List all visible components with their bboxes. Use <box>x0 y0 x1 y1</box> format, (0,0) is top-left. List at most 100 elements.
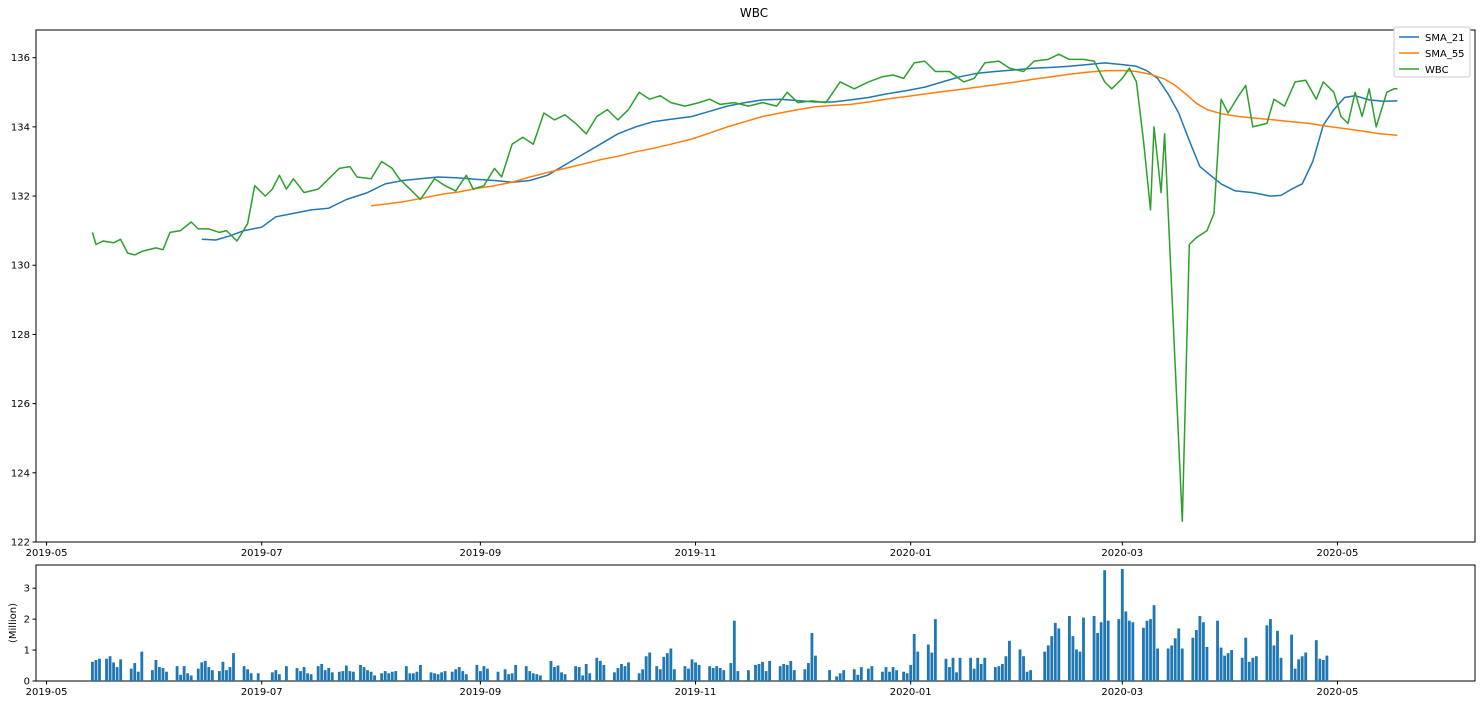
volume-bar <box>757 663 761 681</box>
volume-bar <box>528 671 532 681</box>
volume-bar <box>475 664 479 681</box>
volume-bar <box>711 668 715 681</box>
volume-bar <box>411 673 415 681</box>
volume-bar <box>697 664 701 681</box>
volume-bar <box>549 660 553 681</box>
volume-bar <box>94 659 98 681</box>
volume-y-axis: 0 1 2 3 <box>24 584 36 688</box>
volume-bar <box>299 671 302 681</box>
volume-bar <box>158 667 161 681</box>
volume-bar <box>186 673 190 681</box>
volume-bar <box>718 668 722 681</box>
volume-bar <box>285 666 288 681</box>
volume-bar <box>658 669 662 681</box>
volume-bar <box>588 673 592 681</box>
volume-bar <box>870 666 874 681</box>
volume-bar <box>1106 620 1110 681</box>
volume-bar <box>1318 658 1322 681</box>
volume-bar <box>948 667 951 681</box>
volume-bar <box>1022 656 1025 681</box>
volume-bar <box>1247 661 1251 681</box>
volume-y-axis-label: (Million) <box>8 603 19 643</box>
volume-bar <box>1145 620 1149 681</box>
series-line-wbc <box>91 53 1398 522</box>
price-y-tick-label: 122 <box>11 538 30 549</box>
volume-bar <box>496 671 500 681</box>
volume-bar <box>454 669 458 681</box>
volume-bar <box>359 664 362 681</box>
volume-bar <box>461 671 465 681</box>
volume-bar <box>464 674 468 681</box>
volume-bar <box>926 644 930 681</box>
volume-bar <box>683 666 687 681</box>
volume-x-tick-label: 2019-11 <box>675 687 717 698</box>
volume-bar <box>1244 637 1248 681</box>
volume-bar <box>895 670 898 681</box>
volume-bar <box>1265 625 1269 681</box>
volume-bar <box>842 670 846 681</box>
volume-bar <box>553 667 556 681</box>
volume-bar <box>933 619 937 681</box>
volume-bar <box>838 673 842 681</box>
volume-bar <box>369 671 373 681</box>
volume-x-tick-label: 2020-05 <box>1317 687 1359 698</box>
series-line-sma21 <box>201 62 1398 241</box>
volume-bar <box>778 666 782 681</box>
volume-bar <box>1205 646 1209 681</box>
volume-bar <box>616 668 620 681</box>
volume-bar <box>1240 657 1244 681</box>
price-series-group <box>91 53 1398 522</box>
volume-bar <box>277 674 281 681</box>
volume-bar <box>951 657 955 681</box>
volume-bar <box>486 668 489 681</box>
volume-bar <box>1293 668 1297 681</box>
volume-bar <box>902 671 906 681</box>
volume-bar <box>91 661 94 681</box>
volume-bar <box>207 667 211 681</box>
volume-bar <box>803 669 807 681</box>
volume-bar <box>958 657 962 681</box>
volume-bar <box>1297 659 1301 681</box>
volume-bar <box>327 668 331 681</box>
volume-bar <box>1142 627 1145 681</box>
volume-bar <box>859 667 863 681</box>
volume-bar <box>1198 616 1202 681</box>
volume-bar <box>983 657 987 681</box>
volume-bar <box>320 663 324 681</box>
volume-x-tick-label: 2020-01 <box>890 687 932 698</box>
volume-bar <box>1071 636 1075 681</box>
volume-bar <box>1046 645 1050 681</box>
volume-bar <box>341 671 345 681</box>
volume-bar <box>884 667 888 681</box>
volume-bar <box>1254 656 1258 681</box>
volume-bar <box>1067 616 1071 681</box>
volume-bar <box>514 664 518 681</box>
volume-bar <box>563 674 567 681</box>
legend-label-sma55: SMA_55 <box>1425 49 1465 60</box>
legend-label-sma21: SMA_21 <box>1425 33 1465 44</box>
volume-bar <box>133 663 137 681</box>
volume-bar <box>415 671 419 681</box>
volume-bar <box>98 658 101 681</box>
volume-bar <box>510 673 514 681</box>
volume-bar <box>323 670 327 681</box>
volume-bar <box>732 620 736 681</box>
volume-bar <box>249 673 253 681</box>
volume-bar <box>189 675 193 681</box>
volume-bar <box>648 652 652 681</box>
volume-bar <box>1092 616 1096 681</box>
volume-bar <box>916 651 920 681</box>
volume-bar <box>531 673 535 681</box>
price-y-tick-label: 132 <box>11 192 30 203</box>
volume-x-tick-label: 2020-03 <box>1101 687 1143 698</box>
volume-bar <box>1131 622 1135 681</box>
volume-bar <box>535 674 539 681</box>
volume-bar <box>228 667 232 681</box>
volume-bar <box>306 673 309 681</box>
volume-bar <box>337 671 341 681</box>
volume-bar <box>613 672 616 681</box>
volume-y-tick-label: 1 <box>24 646 30 657</box>
volume-bar <box>754 664 757 681</box>
volume-bar <box>408 673 412 681</box>
